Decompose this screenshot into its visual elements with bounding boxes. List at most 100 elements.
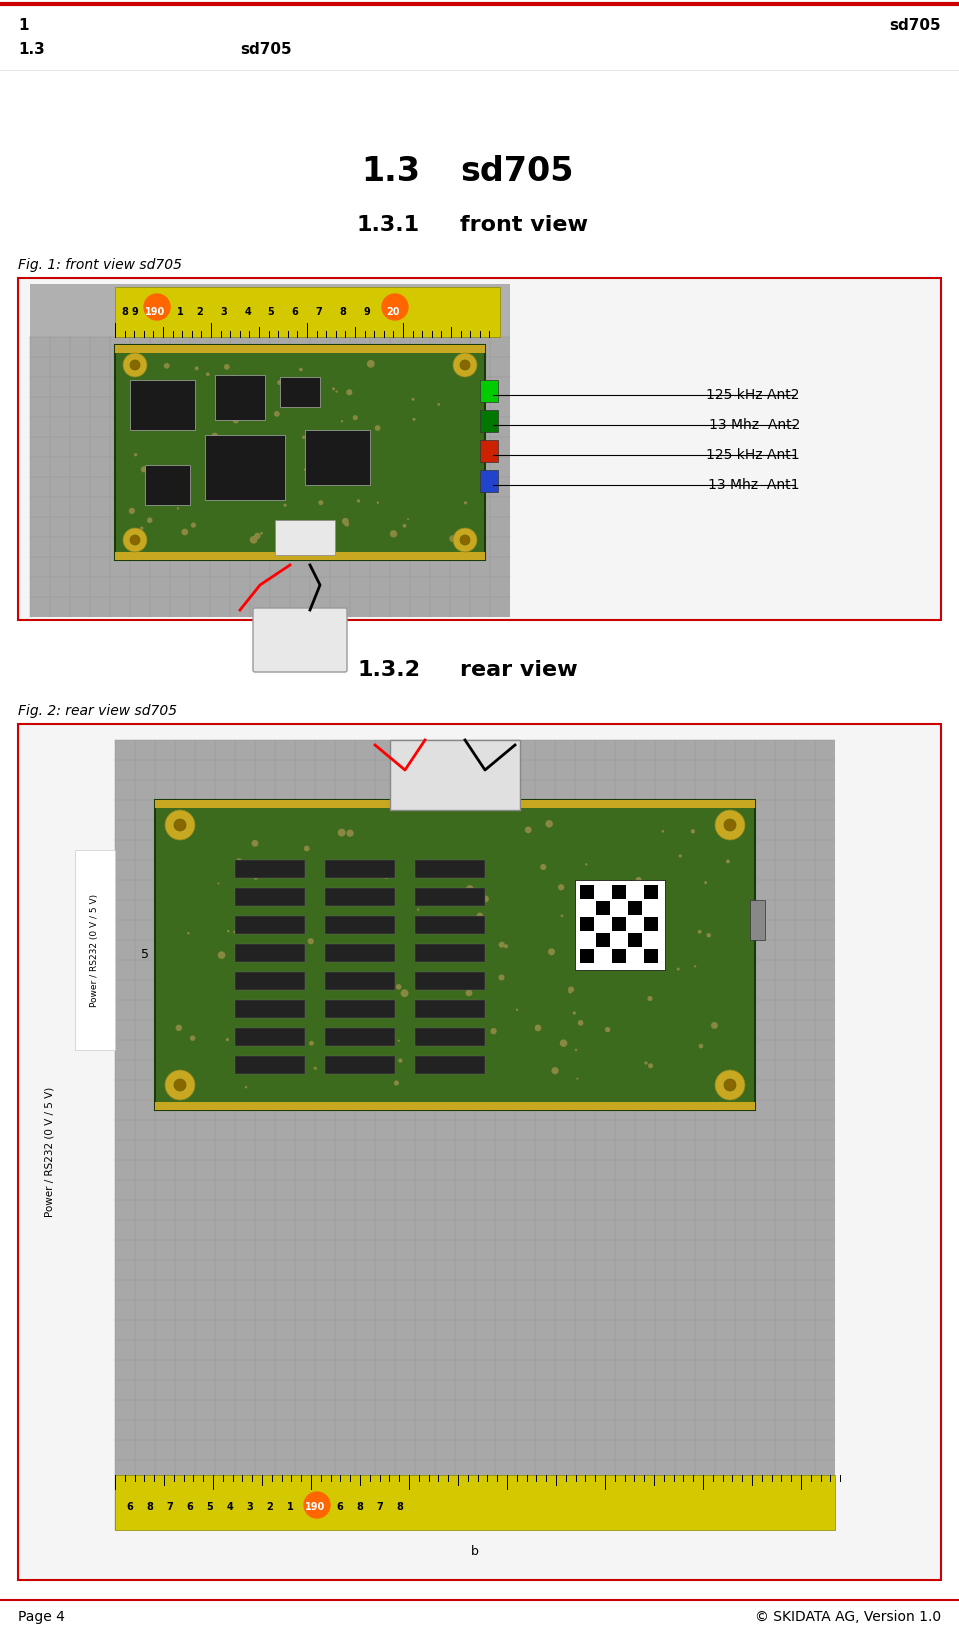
Circle shape (546, 820, 553, 828)
Circle shape (233, 450, 241, 458)
Text: 8: 8 (397, 1502, 404, 1512)
Circle shape (249, 537, 258, 543)
Bar (415, 888, 485, 906)
Text: 5: 5 (141, 949, 149, 962)
Circle shape (338, 916, 341, 919)
Circle shape (277, 380, 282, 384)
Text: 6: 6 (337, 1502, 343, 1512)
Bar (575, 880, 665, 970)
Circle shape (639, 885, 646, 892)
Circle shape (698, 929, 702, 934)
Circle shape (353, 416, 358, 420)
Text: 125 kHz Ant1: 125 kHz Ant1 (707, 448, 800, 461)
Circle shape (165, 399, 170, 404)
Circle shape (342, 519, 349, 525)
Bar (115, 739, 835, 1530)
Text: 1: 1 (287, 1502, 293, 1512)
Bar (480, 411, 498, 432)
Circle shape (560, 1039, 568, 1047)
Circle shape (340, 862, 344, 865)
Bar (644, 885, 658, 900)
Circle shape (187, 933, 190, 934)
Bar (612, 918, 626, 931)
Bar (596, 901, 610, 915)
Circle shape (304, 468, 306, 471)
Bar (480, 440, 498, 461)
Circle shape (175, 1024, 182, 1031)
Text: 1: 1 (176, 308, 183, 317)
Text: 5: 5 (268, 308, 274, 317)
Circle shape (165, 1070, 195, 1099)
Circle shape (679, 854, 682, 857)
Bar (612, 949, 626, 964)
Bar (612, 885, 626, 900)
Circle shape (168, 489, 174, 496)
Circle shape (499, 942, 504, 947)
Circle shape (134, 453, 137, 456)
Circle shape (482, 895, 489, 903)
Bar (75, 851, 115, 1050)
Text: 8: 8 (357, 1502, 363, 1512)
Circle shape (344, 522, 349, 527)
Circle shape (181, 528, 188, 535)
Circle shape (302, 435, 305, 438)
Circle shape (332, 388, 335, 391)
Circle shape (245, 1086, 247, 1088)
Circle shape (164, 363, 170, 368)
Bar (235, 972, 305, 990)
Bar (155, 800, 755, 1109)
Text: 1.3: 1.3 (18, 43, 45, 57)
Circle shape (344, 458, 346, 460)
Circle shape (236, 859, 242, 864)
Circle shape (437, 402, 440, 406)
Circle shape (558, 883, 564, 890)
Circle shape (726, 859, 730, 864)
Circle shape (253, 875, 258, 880)
Text: Page 4: Page 4 (18, 1610, 65, 1625)
Circle shape (460, 535, 470, 545)
Text: front view: front view (460, 214, 588, 236)
Circle shape (309, 1040, 314, 1045)
Text: 20: 20 (386, 308, 400, 317)
Bar (415, 1027, 485, 1045)
Circle shape (403, 524, 407, 528)
Bar (235, 861, 305, 879)
Circle shape (690, 829, 695, 833)
Text: © SKIDATA AG, Version 1.0: © SKIDATA AG, Version 1.0 (755, 1610, 941, 1625)
Circle shape (190, 1036, 196, 1040)
Text: rear view: rear view (460, 659, 577, 681)
Circle shape (585, 864, 588, 865)
Bar (115, 1476, 835, 1530)
Circle shape (307, 438, 309, 440)
Circle shape (248, 378, 255, 384)
Text: 2: 2 (267, 1502, 273, 1512)
Circle shape (456, 1036, 461, 1040)
Circle shape (129, 507, 135, 514)
Circle shape (377, 502, 379, 504)
Text: 5: 5 (206, 1502, 213, 1512)
Circle shape (715, 1070, 745, 1099)
Bar (750, 900, 765, 941)
Circle shape (534, 1024, 541, 1031)
Bar (215, 375, 265, 420)
Text: 8: 8 (122, 308, 129, 317)
Circle shape (274, 411, 280, 417)
Circle shape (346, 829, 354, 838)
Circle shape (340, 420, 343, 422)
Circle shape (422, 1063, 430, 1072)
Circle shape (573, 1011, 576, 1014)
Text: 8: 8 (339, 308, 346, 317)
Circle shape (259, 407, 266, 414)
Text: 13 Mhz  Ant1: 13 Mhz Ant1 (709, 478, 800, 492)
Bar (325, 861, 395, 879)
Circle shape (357, 499, 361, 502)
Circle shape (174, 820, 186, 831)
Bar (628, 933, 642, 947)
Circle shape (175, 412, 179, 416)
Circle shape (141, 466, 147, 473)
Circle shape (464, 501, 467, 504)
Circle shape (230, 375, 237, 381)
Bar (325, 944, 395, 962)
Circle shape (568, 987, 574, 993)
Bar (115, 551, 485, 560)
